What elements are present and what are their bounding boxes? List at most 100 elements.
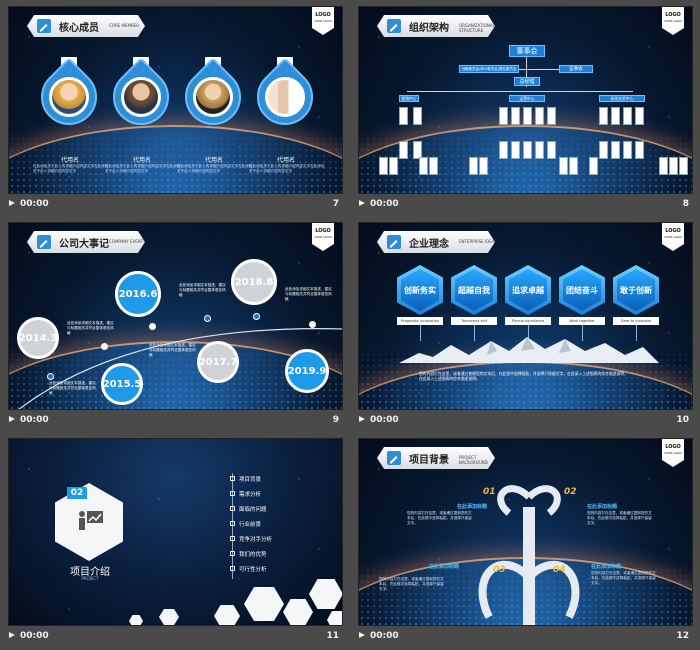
slide-caption: 00:00 11 bbox=[8, 629, 343, 645]
slide-thumbnail-11[interactable]: 02 项目介绍 PROJECT 项目背景 需求分析 面临的问题 行业前景 竞争对手分析我… bbox=[0, 432, 350, 648]
org-right-box: 监事会 bbox=[559, 65, 593, 73]
menu-item: 我们的优势 bbox=[239, 552, 267, 558]
slide-subtitle: COMPANY EVENTS bbox=[109, 239, 146, 244]
org-node bbox=[569, 157, 578, 175]
event-bubble: 2014.3 bbox=[17, 317, 59, 359]
slide-caption: 00:00 7 bbox=[8, 197, 343, 213]
timeline-node bbox=[149, 323, 156, 330]
slide-title: 组织架构 bbox=[409, 23, 449, 34]
member-card: 代用名 在此添加关于此人的详细介绍内容文字在此添加关于此人详细介绍内容文字 bbox=[101, 57, 181, 173]
slide-caption: 00:00 10 bbox=[358, 413, 693, 429]
timeline-arc bbox=[18, 328, 342, 409]
org-node bbox=[389, 157, 398, 175]
org-node bbox=[547, 141, 556, 159]
slide-10-canvas: 企业理念 ENTERPRISE IDEA LOGO YOUR LOGO 创新务实 … bbox=[358, 222, 693, 410]
menu-bullet bbox=[230, 476, 235, 481]
edit-icon bbox=[387, 19, 401, 33]
event-text: 此处添加详细文本描述，建议与标题相关并符合整体语言风格 bbox=[67, 321, 114, 335]
logo-icon: LOGO YOUR LOGO bbox=[312, 223, 334, 251]
event-text: 此处添加详细文本描述，建议与标题相关并符合整体语言风格 bbox=[285, 287, 332, 301]
member-card: 代用名 在此添加关于此人的详细介绍内容文字在此添加关于此人详细介绍内容文字 bbox=[173, 57, 253, 173]
menu-bullet bbox=[230, 491, 235, 496]
slide-subtitle: ENTERPRISE IDEA bbox=[459, 239, 495, 244]
slide-caption: 00:00 8 bbox=[358, 197, 693, 213]
slide-thumbnail-9[interactable]: 公司大事记 COMPANY EVENTS LOGO YOUR LOGO 2014.… bbox=[0, 216, 350, 432]
org-top-box: 董事会 bbox=[509, 45, 545, 57]
org-node bbox=[535, 107, 544, 125]
org-node bbox=[589, 157, 598, 175]
slide-thumbnail-8[interactable]: 组织架构 ORGANIZATIONAL STRUCTURE LOGO YOUR L… bbox=[350, 0, 700, 216]
menu-bullet bbox=[230, 506, 235, 511]
value-hexagon: 团结奋斗 bbox=[559, 265, 605, 315]
slide-9-canvas: 公司大事记 COMPANY EVENTS LOGO YOUR LOGO 2014.… bbox=[8, 222, 343, 410]
event-bubble: 2018.8 bbox=[231, 259, 277, 305]
slide-thumbnail-7[interactable]: 核心成员 CORE MEMBER LOGO YOUR LOGO 代用名 在此添加关… bbox=[0, 0, 350, 216]
org-node bbox=[413, 141, 422, 159]
slide-number: 12 bbox=[676, 631, 689, 641]
member-card: 代用名 在此添加关于此人的详细介绍内容文字在此添加关于此人详细介绍内容文字 bbox=[245, 57, 325, 173]
timeline-node bbox=[309, 321, 316, 328]
edit-icon bbox=[37, 235, 51, 249]
org-node bbox=[547, 107, 556, 125]
value-hexagon: 超越自我 bbox=[451, 265, 497, 315]
org-branch: 研发技术中心 bbox=[599, 95, 645, 102]
slide-title: 企业理念 bbox=[409, 239, 449, 250]
value-hexagon: 创新务实 bbox=[397, 265, 443, 315]
org-branch: 运营中心 bbox=[509, 95, 545, 102]
play-icon bbox=[359, 632, 365, 638]
footer-text: 您的内容打在这里，或者通过复制您的文本后，在此框中选择粘贴，并选择只保留文字。在… bbox=[419, 371, 628, 381]
org-node bbox=[599, 141, 608, 159]
logo-icon: LOGO YOUR LOGO bbox=[312, 7, 334, 35]
org-node bbox=[535, 141, 544, 159]
org-left-box: 战略委员会/审计委员会/提名委员会 bbox=[459, 65, 519, 73]
org-node bbox=[635, 107, 644, 125]
play-icon bbox=[9, 200, 15, 206]
avatar bbox=[193, 77, 233, 117]
menu-item: 需求分析 bbox=[239, 492, 262, 498]
org-node bbox=[623, 107, 632, 125]
slide-thumbnail-10[interactable]: 企业理念 ENTERPRISE IDEA LOGO YOUR LOGO 创新务实 … bbox=[350, 216, 700, 432]
logo-icon: LOGO YOUR LOGO bbox=[662, 439, 684, 467]
org-node bbox=[559, 157, 568, 175]
org-node bbox=[511, 141, 520, 159]
org-node bbox=[599, 107, 608, 125]
section-badge: 02 bbox=[67, 487, 87, 499]
slide-title-badge: 项目背景 PROJECT BACKGROUND bbox=[377, 447, 495, 469]
menu-item: 行业前景 bbox=[239, 522, 262, 528]
member-card: 代用名 在此添加关于此人的详细介绍内容文字在此添加关于此人详细介绍内容文字 bbox=[29, 57, 109, 173]
slide-7-canvas: 核心成员 CORE MEMBER LOGO YOUR LOGO 代用名 在此添加关… bbox=[8, 6, 343, 194]
slide-subtitle: PROJECT BACKGROUND bbox=[459, 455, 488, 465]
slide-number: 7 bbox=[332, 199, 339, 209]
play-icon bbox=[359, 416, 365, 422]
avatar bbox=[265, 77, 305, 117]
menu-bullet bbox=[230, 521, 235, 526]
org-node bbox=[623, 141, 632, 159]
slide-number: 8 bbox=[682, 199, 689, 209]
slide-12-canvas: 项目背景 PROJECT BACKGROUND LOGO YOUR LOGO 01… bbox=[358, 438, 693, 626]
play-icon bbox=[9, 632, 15, 638]
slide-title-badge: 组织架构 ORGANIZATIONAL STRUCTURE bbox=[377, 15, 495, 37]
org-node bbox=[499, 141, 508, 159]
org-node bbox=[429, 157, 438, 175]
menu-item: 竞争对手分析 bbox=[239, 537, 273, 543]
org-node bbox=[399, 141, 408, 159]
slide-number: 10 bbox=[676, 415, 689, 425]
logo-icon: LOGO YOUR LOGO bbox=[662, 223, 684, 251]
slide-number: 9 bbox=[332, 415, 339, 425]
org-node bbox=[679, 157, 688, 175]
slide-title: 公司大事记 bbox=[59, 239, 109, 250]
timeline-node bbox=[204, 315, 211, 322]
org-node bbox=[611, 107, 620, 125]
org-node bbox=[469, 157, 478, 175]
slide-subtitle: ORGANIZATIONAL STRUCTURE bbox=[459, 23, 495, 33]
org-node bbox=[635, 141, 644, 159]
edit-icon bbox=[387, 235, 401, 249]
slide-thumbnail-12[interactable]: 项目背景 PROJECT BACKGROUND LOGO YOUR LOGO 01… bbox=[350, 432, 700, 648]
slide-title-badge: 企业理念 ENTERPRISE IDEA bbox=[377, 231, 495, 253]
org-node bbox=[511, 107, 520, 125]
avatar bbox=[121, 77, 161, 117]
event-bubble: 2019.9 bbox=[285, 349, 329, 393]
org-node bbox=[669, 157, 678, 175]
org-branch: 营销中心 bbox=[399, 95, 419, 102]
